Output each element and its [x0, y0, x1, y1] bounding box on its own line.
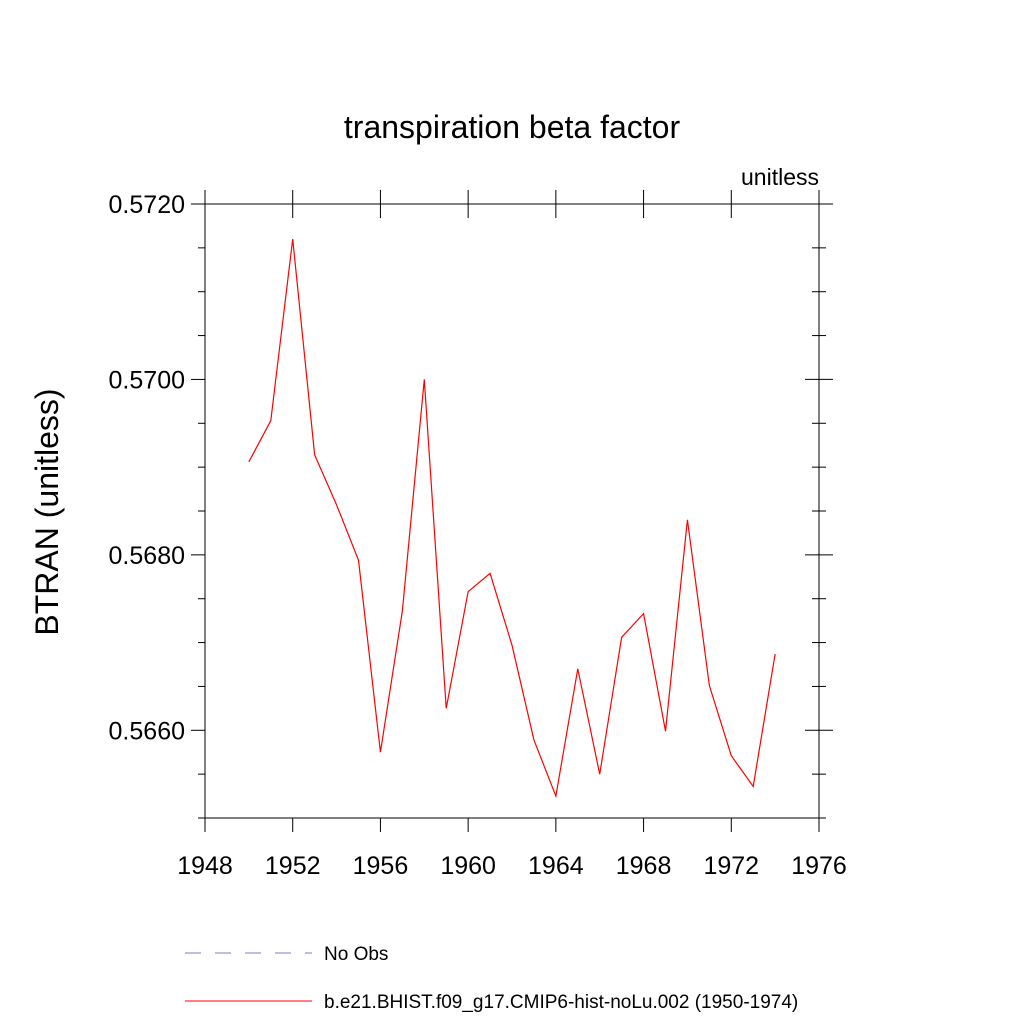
legend-label: b.e21.BHIST.f09_g17.CMIP6-hist-noLu.002 …	[324, 992, 798, 1013]
x-tick-label: 1956	[353, 852, 409, 880]
y-tick-label: 0.5720	[109, 191, 185, 219]
y-axis-label: BTRAN (unitless)	[29, 388, 65, 635]
data-line	[248, 239, 776, 799]
chart-title: transpiration beta factor	[344, 109, 681, 145]
y-tick-label: 0.5680	[109, 542, 185, 570]
x-tick-label: 1952	[265, 852, 321, 880]
x-tick-label: 1968	[616, 852, 672, 880]
x-tick-label: 1972	[703, 852, 759, 880]
y-tick-label: 0.5660	[109, 717, 185, 745]
x-tick-label: 1960	[440, 852, 496, 880]
legend-label: No Obs	[324, 944, 388, 965]
y-tick-label: 0.5700	[109, 366, 185, 394]
x-tick-label: 1948	[177, 852, 233, 880]
x-tick-label: 1976	[791, 852, 847, 880]
units-label: unitless	[741, 164, 819, 190]
x-tick-label: 1964	[528, 852, 584, 880]
